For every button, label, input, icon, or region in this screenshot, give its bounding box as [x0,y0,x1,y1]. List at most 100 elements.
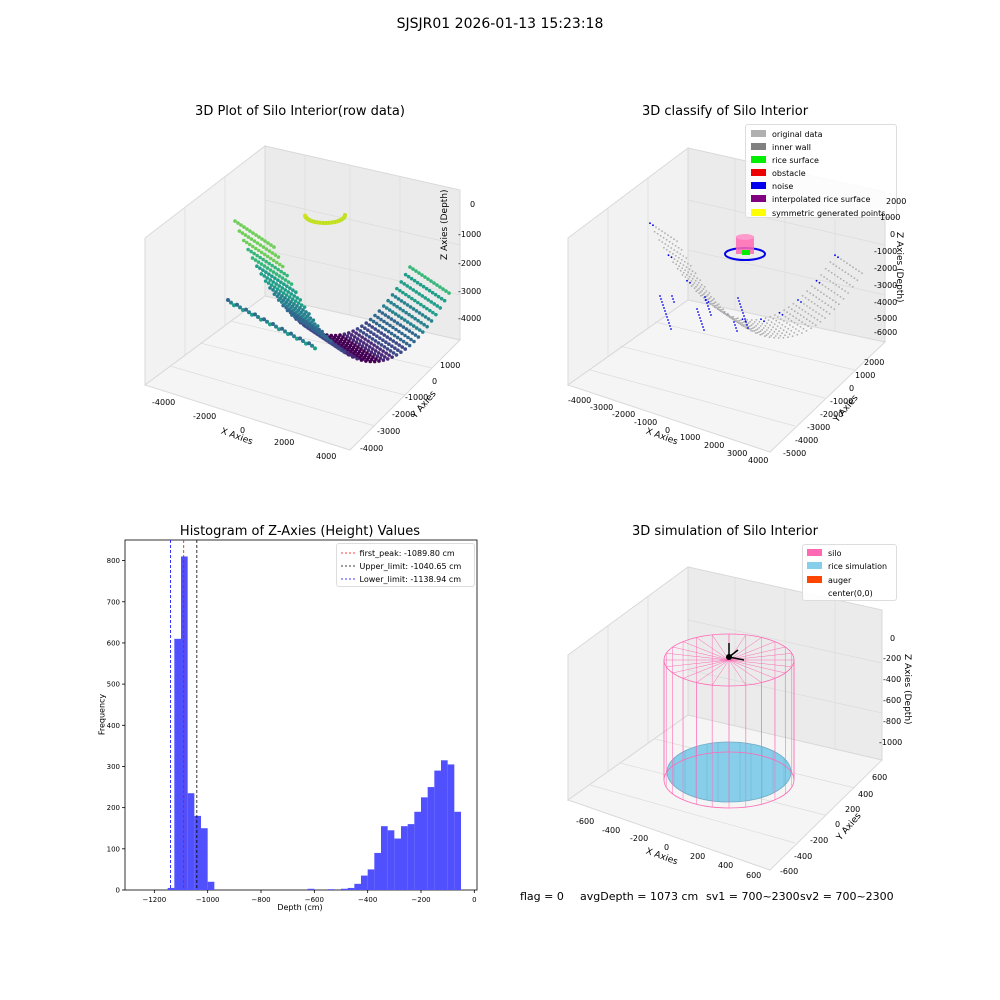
data-point [346,331,351,335]
silo-roof-spoke [728,637,762,661]
data-point [253,312,257,317]
data-point [410,296,414,301]
data-point [402,301,407,305]
data-point [829,261,832,264]
data-point [782,329,785,332]
data-point [274,272,279,276]
data-point [714,304,717,307]
data-point [363,353,368,358]
data-point [283,278,288,282]
panel4-ztick: -800 [883,717,902,726]
data-point [821,315,823,317]
data-point [392,302,396,307]
data-point [379,353,384,357]
data-point [674,244,677,247]
data-point [792,302,795,305]
data-point [382,333,387,337]
data-point [335,345,340,349]
data-point [361,341,366,345]
data-point [773,314,776,316]
panel4-xtick: 400 [718,861,734,870]
data-point [667,245,670,247]
data-point [311,327,315,331]
noise-point [735,327,737,329]
legend-label: auger [828,575,852,585]
data-point [321,332,326,337]
data-point [824,317,826,319]
data-point [417,328,422,332]
data-point [398,288,402,293]
data-point [350,352,355,356]
data-point [382,355,387,359]
data-point [309,324,314,329]
data-point [433,292,438,297]
data-point [412,278,417,283]
data-point [349,349,353,353]
data-point [701,294,704,297]
data-point [330,220,335,225]
data-point [731,318,734,321]
data-point [784,334,786,337]
data-point [696,289,699,292]
data-point [283,288,288,292]
data-point [272,245,276,249]
legend-label: rice surface [772,156,819,166]
auger-marker [726,643,745,661]
data-point [376,329,381,333]
panel4-zlabel: Z Axies (Depth) [902,654,912,725]
data-point [307,341,311,346]
data-point [250,312,254,317]
panel4-ztick: -600 [883,696,902,705]
panel4-ytick: 0 [835,820,841,829]
data-point [247,310,251,315]
noise-point [664,310,666,312]
data-point [693,275,696,278]
silo-roof-spoke [696,637,730,661]
data-point [326,336,331,340]
data-point [691,270,694,273]
silo-roof-spoke [728,653,792,661]
data-point [261,245,266,249]
data-point [376,315,380,320]
data-point [382,319,386,324]
noise-point [734,324,736,326]
noise-point [742,312,744,314]
data-point [335,337,340,342]
data-point [290,304,295,309]
data-point [436,294,441,299]
data-point [377,309,382,313]
noise-point [701,323,703,325]
data-point [334,344,339,349]
data-point [750,324,753,327]
data-point [787,317,790,320]
data-point [411,307,416,311]
data-point [832,282,835,284]
data-point [368,353,372,357]
data-point [407,312,411,317]
data-point [364,359,368,363]
silo-wireframe [663,633,795,809]
data-point [781,313,784,316]
data-point [235,302,239,307]
data-point [330,342,334,346]
data-point [289,331,293,336]
data-point [819,320,822,323]
data-point [226,298,230,302]
data-point [676,240,678,243]
data-point [730,316,733,318]
data-point [328,338,332,343]
data-point [281,298,286,303]
data-point [319,332,323,337]
data-point [730,316,733,319]
data-point [751,327,754,330]
data-point [804,296,807,299]
data-point [841,288,844,290]
data-point [716,307,719,309]
data-point [262,264,267,268]
data-point [684,276,687,278]
data-point [242,225,246,229]
data-point [778,321,781,324]
data-point [689,264,692,267]
data-point [318,330,323,335]
panel4-ztick: 0 [890,634,896,643]
